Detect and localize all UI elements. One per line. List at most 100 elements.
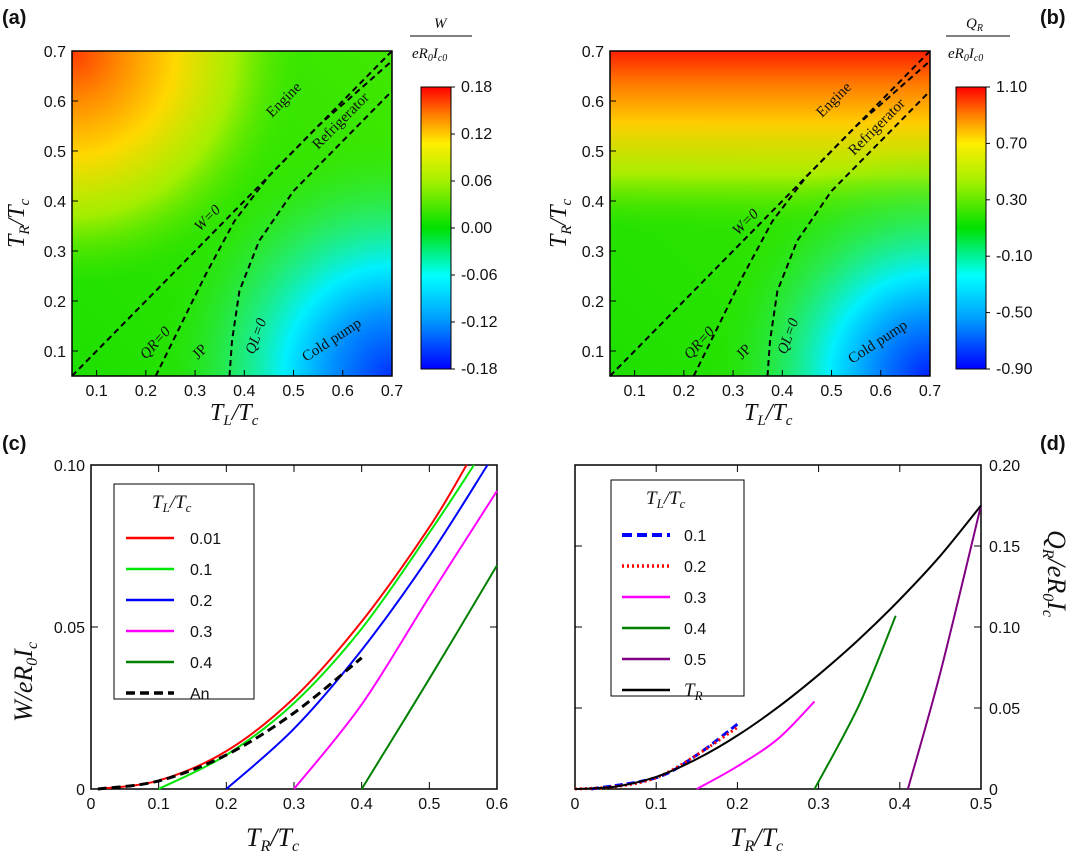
colorbar-tick-label: 0.30: [996, 192, 1027, 209]
y-tick-label: 0.6: [44, 94, 66, 111]
colorbar-tick-label: 1.10: [996, 79, 1027, 96]
series-line-04-c: [360, 564, 498, 790]
contours-b: [609, 50, 931, 377]
x-tick-label: 0.6: [870, 383, 892, 400]
legend-d-title: TL/Tc: [646, 488, 686, 511]
series-line-04-d: [813, 615, 897, 790]
y-ticks-c: 0 0.05 0.10: [54, 458, 497, 799]
y-ticks-a: 0.1 0.2 0.3 0.4 0.5 0.6 0.7: [44, 44, 78, 361]
x-ticks-b: 0.1 0.2 0.3 0.4 0.5 0.6 0.7: [623, 370, 941, 400]
legend-c-title: TL/Tc: [152, 492, 192, 515]
legend-d-items: 0.10.20.30.40.5TR: [622, 528, 706, 703]
y-tick-label: 0.05: [989, 701, 1020, 718]
colorbar-tick-label: 0.12: [461, 126, 492, 143]
colorbar-a: W eR0Ic0 0.18 0.12 0.06 0.00 -0.06 -0.12 -0.18: [410, 16, 498, 378]
x-axis-label-c: TR/Tc: [246, 823, 299, 855]
contour-ql0-a: [228, 90, 393, 377]
colorbar-tick-label: 0.06: [461, 173, 492, 190]
heatmap-b-cool: [610, 51, 930, 376]
colorbar-tick-label: -0.50: [996, 305, 1033, 322]
legend-c: TL/Tc 0.01 0.1 0.2 0.3 0.4 An: [113, 483, 255, 703]
legend-label: 0.2: [190, 593, 212, 610]
y-tick-label: 0.5: [44, 144, 66, 161]
colorbar-tick-label: -0.06: [461, 267, 498, 284]
x-tick-label: 0.2: [726, 796, 748, 813]
y-tick-label: 0: [76, 782, 85, 799]
colorbar-tick-label: 0.00: [461, 220, 492, 237]
colorbar-tick-label: 0.18: [461, 79, 492, 96]
x-tick-label: 0: [571, 796, 580, 813]
series-line-05-d: [906, 505, 982, 790]
x-tick-label: 0.1: [623, 383, 645, 400]
x-tick-label: 0.3: [283, 796, 305, 813]
series-line-An-c: [97, 656, 363, 791]
y-axis-label-b: TR/Tc: [546, 198, 575, 248]
legend-label: 0.3: [190, 624, 212, 641]
contour-w0-b: [609, 50, 931, 377]
panel-label-d: (d): [1040, 433, 1066, 455]
legend-d-box: [610, 479, 745, 697]
x-ticks-d: 0 0.1 0.2 0.3 0.4 0.5: [571, 465, 992, 813]
series-line-03-c: [293, 490, 498, 790]
colorbar-b-ticks: 1.10 0.70 0.30 -0.10 -0.50 -0.90: [986, 79, 1033, 378]
y-tick-label: 0.10: [989, 620, 1020, 637]
colorbar-b-title-den: eR0Ic0: [948, 46, 983, 64]
contours-a: [71, 50, 393, 377]
panel-label-a: (a): [2, 7, 26, 29]
y-tick-label: 0.1: [582, 344, 604, 361]
lines-c: [97, 464, 498, 791]
legend-c-items: 0.01 0.1 0.2 0.3 0.4 An: [126, 531, 221, 703]
y-tick-label: 0.10: [54, 458, 85, 475]
contour-w0-a: [71, 50, 393, 377]
series-line-001-c: [97, 464, 468, 790]
x-tick-label: 0.3: [722, 383, 744, 400]
x-tick-label: 0.1: [85, 383, 107, 400]
x-axis-label-d: TR/Tc: [730, 823, 783, 855]
x-tick-label: 0: [87, 796, 96, 813]
x-tick-label: 0.5: [282, 383, 304, 400]
y-ticks-b: 0.1 0.2 0.3 0.4 0.5 0.6 0.7: [582, 44, 616, 361]
x-tick-label: 0.7: [381, 383, 403, 400]
x-axis-label-b: TL/Tc: [744, 400, 793, 429]
x-tick-label: 0.1: [645, 796, 667, 813]
y-axis-label-c: W/eR0Ic: [9, 642, 41, 722]
contour-qr0-a: [154, 60, 393, 377]
x-tick-label: 0.1: [148, 796, 170, 813]
legend-label: 0.4: [190, 655, 212, 672]
legend-label: 0.3: [684, 590, 706, 607]
heatmap-b: 0.1 0.2 0.3 0.4 0.5 0.6 0.7 0.1 0.2 0.3 0.4 0.5 0.6…: [582, 44, 941, 400]
x-tick-label: 0.6: [332, 383, 354, 400]
legend-label: 0.01: [190, 531, 221, 548]
y-tick-label: 0.2: [582, 294, 604, 311]
legend-label: An: [190, 686, 210, 703]
x-tick-label: 0.6: [486, 796, 508, 813]
legend-label: 0.4: [684, 621, 706, 638]
y-tick-label: 0.1: [44, 344, 66, 361]
y-tick-label: 0.20: [989, 458, 1020, 475]
contour-ql0-b: [766, 90, 931, 377]
y-tick-label: 0.3: [44, 244, 66, 261]
y-axis-label-d: QR/eR0Ic: [1039, 530, 1071, 617]
legend-label: 0.5: [684, 652, 706, 669]
heatmap-a-frame: [71, 50, 393, 377]
colorbar-b-gradient: [955, 86, 987, 370]
series-line-TR-d: [574, 504, 982, 790]
y-tick-label: 0.05: [54, 620, 85, 637]
legend-d: TL/Tc 0.10.20.30.40.5TR: [610, 479, 745, 703]
y-tick-label: 0.6: [582, 94, 604, 111]
y-tick-label: 0: [989, 782, 998, 799]
contour-qr0-b: [692, 60, 931, 377]
colorbar-b-title-num: QR: [966, 16, 983, 34]
series-line-03-d: [696, 700, 816, 790]
y-tick-label: 0.3: [582, 244, 604, 261]
x-tick-label: 0.4: [233, 383, 255, 400]
colorbar-tick-label: -0.10: [996, 248, 1033, 265]
colorbar-a-gradient: [420, 86, 452, 370]
legend-label: 0.2: [684, 559, 706, 576]
colorbar-tick-label: -0.18: [461, 361, 498, 378]
colorbar-a-title-den: eR0Ic0: [412, 46, 447, 64]
plot-c: 0 0.1 0.2 0.3 0.4 0.5 0.6 0 0.05 0.10 TL/Tc 0.01…: [54, 458, 508, 813]
y-tick-label: 0.4: [44, 194, 66, 211]
legend-label: 0.1: [684, 528, 706, 545]
